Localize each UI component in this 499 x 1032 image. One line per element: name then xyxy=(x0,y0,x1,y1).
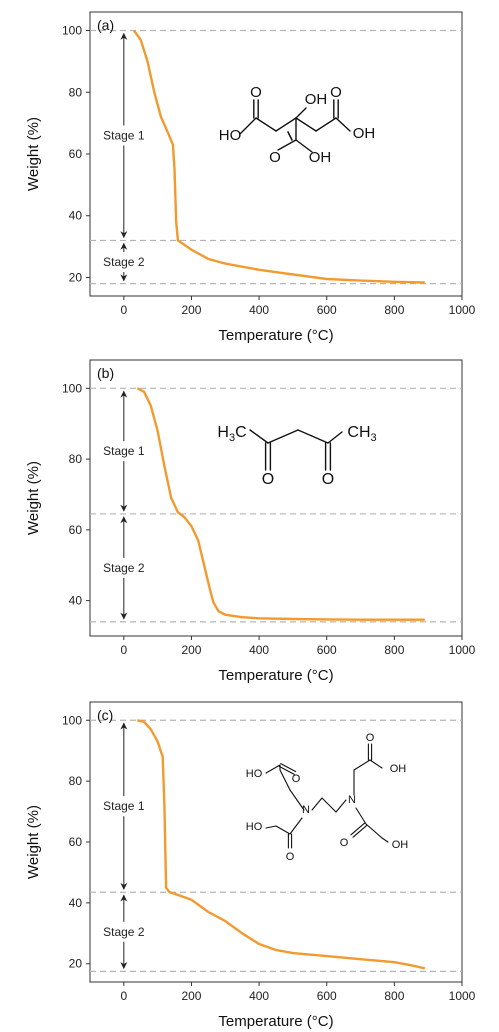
x-tick-label: 800 xyxy=(384,643,404,657)
panel-label: (b) xyxy=(97,365,114,381)
x-tick-label: 1000 xyxy=(449,989,476,1003)
y-tick-label: 100 xyxy=(62,24,82,38)
atom-O: O xyxy=(322,471,334,488)
atom-HO: HO xyxy=(246,768,263,780)
stage-label-1: Stage 1 xyxy=(103,799,145,813)
acetylacetone-structure: H3C O O CH3 xyxy=(217,424,376,488)
atom-HO: HO xyxy=(246,821,263,833)
atom-OH-bottom: OH xyxy=(309,149,332,166)
y-tick-label: 100 xyxy=(62,713,82,727)
panel-label: (a) xyxy=(97,17,114,33)
y-tick-label: 60 xyxy=(69,147,83,161)
atom-OH: OH xyxy=(390,763,407,775)
y-tick-label: 40 xyxy=(69,209,83,223)
atom-HO: HO xyxy=(219,127,242,144)
stage-label-2: Stage 2 xyxy=(103,255,145,269)
x-tick-label: 1000 xyxy=(449,643,476,657)
x-tick-label: 400 xyxy=(249,989,269,1003)
plot-frame xyxy=(89,359,463,637)
atom-OH: OH xyxy=(392,839,409,851)
y-tick-label: 40 xyxy=(69,896,83,910)
y-tick-label: 100 xyxy=(62,381,82,395)
edta-structure: HO O N HO O N O OH O OH xyxy=(246,732,409,863)
atom-O: O xyxy=(262,471,274,488)
y-tick-label: 60 xyxy=(69,835,83,849)
x-tick-label: 0 xyxy=(120,303,127,317)
panel-label: (c) xyxy=(97,707,113,723)
atom-O: O xyxy=(292,773,301,785)
stage-label-1: Stage 1 xyxy=(103,128,145,142)
stage-label-bg xyxy=(97,442,150,460)
x-axis-label: Temperature (°C) xyxy=(218,327,333,344)
atom-O: O xyxy=(250,84,262,101)
atom-H3C: H3C xyxy=(217,424,246,444)
stage-label-2: Stage 2 xyxy=(103,925,145,939)
atom-O: O xyxy=(269,149,281,166)
x-tick-label: 200 xyxy=(181,303,201,317)
stage-label-bg xyxy=(97,126,150,144)
y-axis-label: Weight (%) xyxy=(25,117,42,191)
x-tick-label: 1000 xyxy=(449,303,476,317)
y-tick-label: 20 xyxy=(69,270,83,284)
tga-curve xyxy=(136,387,425,621)
y-tick-label: 20 xyxy=(69,957,83,971)
atom-O: O xyxy=(330,84,342,101)
tga-curve xyxy=(133,29,425,284)
stage-label-bg xyxy=(97,558,150,576)
x-tick-label: 600 xyxy=(317,989,337,1003)
x-tick-label: 600 xyxy=(317,303,337,317)
y-tick-label: 80 xyxy=(69,774,83,788)
x-axis-label: Temperature (°C) xyxy=(218,667,333,684)
x-tick-label: 400 xyxy=(249,303,269,317)
y-tick-label: 80 xyxy=(69,452,83,466)
atom-O: O xyxy=(286,851,295,863)
tga-curve xyxy=(137,719,426,970)
y-tick-label: 40 xyxy=(69,594,83,608)
x-axis-label: Temperature (°C) xyxy=(218,1013,333,1030)
atom-N: N xyxy=(348,794,356,806)
atom-O: O xyxy=(340,837,349,849)
stage-label-2: Stage 2 xyxy=(103,561,145,575)
atom-OH-top: OH xyxy=(305,91,328,108)
stage-label-bg xyxy=(97,922,150,940)
atom-N: N xyxy=(302,804,310,816)
x-tick-label: 200 xyxy=(181,643,201,657)
chart-panel-a: 0 200 400 600 800 1000 20 40 60 80 100 Temperature … xyxy=(25,11,476,344)
atom-O: O xyxy=(366,732,375,744)
x-tick-label: 0 xyxy=(120,989,127,1003)
x-tick-label: 0 xyxy=(120,643,127,657)
x-tick-label: 400 xyxy=(249,643,269,657)
y-axis-label: Weight (%) xyxy=(25,461,42,535)
y-axis-label: Weight (%) xyxy=(25,805,42,879)
stage-label-1: Stage 1 xyxy=(103,444,145,458)
stage-label-bg xyxy=(97,797,150,815)
x-tick-label: 800 xyxy=(384,303,404,317)
x-tick-label: 200 xyxy=(181,989,201,1003)
chart-panel-c: 0 200 400 600 800 1000 20 40 60 80 100 Temperature … xyxy=(25,701,476,1030)
x-tick-label: 600 xyxy=(317,643,337,657)
atom-CH3: CH3 xyxy=(347,424,376,444)
x-tick-label: 800 xyxy=(384,989,404,1003)
y-tick-label: 80 xyxy=(69,85,83,99)
stage-label-bg xyxy=(97,253,150,271)
y-tick-label: 60 xyxy=(69,523,83,537)
atom-OH-right: OH xyxy=(353,125,376,142)
chart-panel-b: 0 200 400 600 800 1000 40 60 80 100 Temperature (°… xyxy=(25,359,476,684)
